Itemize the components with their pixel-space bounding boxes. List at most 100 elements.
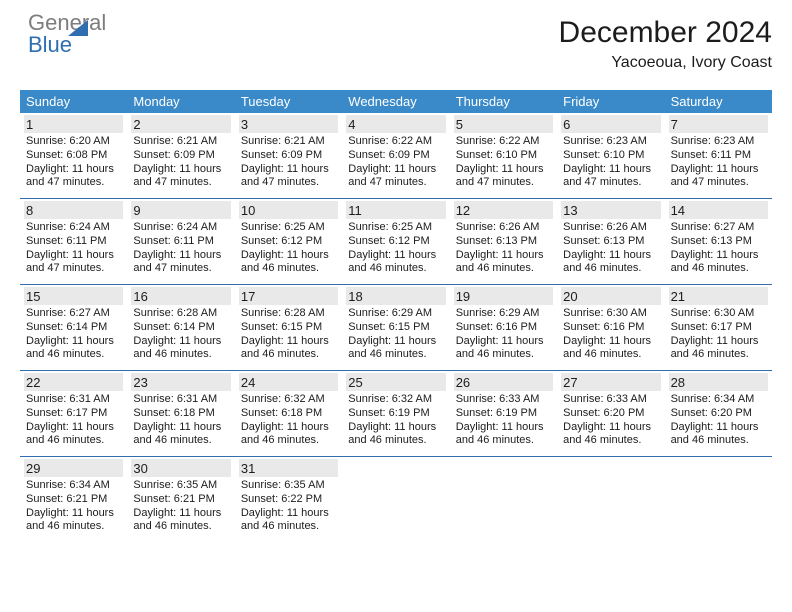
daylight-text: Daylight: 11 hours and 46 minutes. [241, 507, 336, 535]
day-info: Sunrise: 6:26 AMSunset: 6:13 PMDaylight:… [454, 221, 553, 276]
page-title: December 2024 [20, 16, 772, 50]
daylight-text: Daylight: 11 hours and 46 minutes. [241, 335, 336, 363]
day-info: Sunrise: 6:31 AMSunset: 6:17 PMDaylight:… [24, 393, 123, 448]
calendar-week: 1Sunrise: 6:20 AMSunset: 6:08 PMDaylight… [20, 113, 772, 198]
sunset-text: Sunset: 6:20 PM [671, 407, 766, 421]
calendar-day: 9Sunrise: 6:24 AMSunset: 6:11 PMDaylight… [127, 199, 234, 284]
day-number: 29 [24, 459, 123, 477]
calendar-week: 29Sunrise: 6:34 AMSunset: 6:21 PMDayligh… [20, 456, 772, 542]
day-info: Sunrise: 6:28 AMSunset: 6:15 PMDaylight:… [239, 307, 338, 362]
calendar-day: 13Sunrise: 6:26 AMSunset: 6:13 PMDayligh… [557, 199, 664, 284]
day-number: 9 [131, 201, 230, 219]
header: December 2024 Yacoeoua, Ivory Coast [20, 16, 772, 72]
sunrise-text: Sunrise: 6:25 AM [241, 221, 336, 235]
sunrise-text: Sunrise: 6:31 AM [133, 393, 228, 407]
sunrise-text: Sunrise: 6:31 AM [26, 393, 121, 407]
daylight-text: Daylight: 11 hours and 47 minutes. [456, 163, 551, 191]
day-info: Sunrise: 6:25 AMSunset: 6:12 PMDaylight:… [239, 221, 338, 276]
sunset-text: Sunset: 6:13 PM [456, 235, 551, 249]
daylight-text: Daylight: 11 hours and 47 minutes. [348, 163, 443, 191]
calendar-body: 1Sunrise: 6:20 AMSunset: 6:08 PMDaylight… [20, 113, 772, 542]
dow-monday: Monday [127, 90, 234, 113]
daylight-text: Daylight: 11 hours and 46 minutes. [26, 507, 121, 535]
day-number: 19 [454, 287, 553, 305]
day-number [561, 459, 660, 462]
day-number: 11 [346, 201, 445, 219]
day-info: Sunrise: 6:35 AMSunset: 6:21 PMDaylight:… [131, 479, 230, 534]
daylight-text: Daylight: 11 hours and 46 minutes. [671, 421, 766, 449]
daylight-text: Daylight: 11 hours and 46 minutes. [671, 335, 766, 363]
sunrise-text: Sunrise: 6:33 AM [456, 393, 551, 407]
daylight-text: Daylight: 11 hours and 46 minutes. [456, 249, 551, 277]
sunrise-text: Sunrise: 6:25 AM [348, 221, 443, 235]
daylight-text: Daylight: 11 hours and 47 minutes. [133, 249, 228, 277]
sunset-text: Sunset: 6:10 PM [456, 149, 551, 163]
sunset-text: Sunset: 6:21 PM [26, 493, 121, 507]
sunrise-text: Sunrise: 6:35 AM [241, 479, 336, 493]
sunset-text: Sunset: 6:11 PM [671, 149, 766, 163]
daylight-text: Daylight: 11 hours and 47 minutes. [563, 163, 658, 191]
calendar-day: 6Sunrise: 6:23 AMSunset: 6:10 PMDaylight… [557, 113, 664, 198]
day-info: Sunrise: 6:30 AMSunset: 6:17 PMDaylight:… [669, 307, 768, 362]
day-info: Sunrise: 6:33 AMSunset: 6:20 PMDaylight:… [561, 393, 660, 448]
sunrise-text: Sunrise: 6:32 AM [348, 393, 443, 407]
day-number: 31 [239, 459, 338, 477]
daylight-text: Daylight: 11 hours and 46 minutes. [241, 249, 336, 277]
sunrise-text: Sunrise: 6:27 AM [26, 307, 121, 321]
sunset-text: Sunset: 6:09 PM [133, 149, 228, 163]
sunrise-text: Sunrise: 6:22 AM [348, 135, 443, 149]
sunset-text: Sunset: 6:09 PM [348, 149, 443, 163]
calendar-day: 30Sunrise: 6:35 AMSunset: 6:21 PMDayligh… [127, 457, 234, 542]
sunset-text: Sunset: 6:08 PM [26, 149, 121, 163]
day-info: Sunrise: 6:27 AMSunset: 6:13 PMDaylight:… [669, 221, 768, 276]
day-number: 10 [239, 201, 338, 219]
sunset-text: Sunset: 6:11 PM [26, 235, 121, 249]
daylight-text: Daylight: 11 hours and 46 minutes. [133, 335, 228, 363]
calendar-day: 16Sunrise: 6:28 AMSunset: 6:14 PMDayligh… [127, 285, 234, 370]
day-number: 18 [346, 287, 445, 305]
daylight-text: Daylight: 11 hours and 46 minutes. [133, 421, 228, 449]
dow-row: Sunday Monday Tuesday Wednesday Thursday… [20, 90, 772, 113]
dow-friday: Friday [557, 90, 664, 113]
calendar-day: 24Sunrise: 6:32 AMSunset: 6:18 PMDayligh… [235, 371, 342, 456]
calendar-day [557, 457, 664, 542]
day-number: 2 [131, 115, 230, 133]
day-info: Sunrise: 6:22 AMSunset: 6:10 PMDaylight:… [454, 135, 553, 190]
calendar-day: 5 Sunrise: 6:22 AMSunset: 6:10 PMDaylight… [450, 113, 557, 198]
daylight-text: Daylight: 11 hours and 46 minutes. [241, 421, 336, 449]
daylight-text: Daylight: 11 hours and 47 minutes. [671, 163, 766, 191]
calendar-day: 19Sunrise: 6:29 AMSunset: 6:16 PMDayligh… [450, 285, 557, 370]
daylight-text: Daylight: 11 hours and 46 minutes. [671, 249, 766, 277]
calendar-day: 22Sunrise: 6:31 AMSunset: 6:17 PMDayligh… [20, 371, 127, 456]
page: General Blue December 2024 Yacoeoua, Ivo… [0, 0, 792, 612]
sunrise-text: Sunrise: 6:21 AM [133, 135, 228, 149]
daylight-text: Daylight: 11 hours and 46 minutes. [26, 421, 121, 449]
calendar-day: 26Sunrise: 6:33 AMSunset: 6:19 PMDayligh… [450, 371, 557, 456]
calendar-day: 8Sunrise: 6:24 AMSunset: 6:11 PMDaylight… [20, 199, 127, 284]
sunrise-text: Sunrise: 6:28 AM [241, 307, 336, 321]
sunrise-text: Sunrise: 6:29 AM [456, 307, 551, 321]
calendar-week: 15Sunrise: 6:27 AMSunset: 6:14 PMDayligh… [20, 284, 772, 370]
calendar-week: 8Sunrise: 6:24 AMSunset: 6:11 PMDaylight… [20, 198, 772, 284]
brand-logo: General Blue [28, 12, 130, 56]
sunset-text: Sunset: 6:13 PM [563, 235, 658, 249]
sunset-text: Sunset: 6:13 PM [671, 235, 766, 249]
calendar-day: 21Sunrise: 6:30 AMSunset: 6:17 PMDayligh… [665, 285, 772, 370]
sunset-text: Sunset: 6:12 PM [241, 235, 336, 249]
sunset-text: Sunset: 6:16 PM [456, 321, 551, 335]
day-info: Sunrise: 6:25 AMSunset: 6:12 PMDaylight:… [346, 221, 445, 276]
day-info: Sunrise: 6:35 AMSunset: 6:22 PMDaylight:… [239, 479, 338, 534]
day-number [454, 459, 553, 462]
day-number: 5 [454, 115, 553, 133]
sunrise-text: Sunrise: 6:28 AM [133, 307, 228, 321]
day-number [669, 459, 768, 462]
daylight-text: Daylight: 11 hours and 46 minutes. [348, 335, 443, 363]
calendar-week: 22Sunrise: 6:31 AMSunset: 6:17 PMDayligh… [20, 370, 772, 456]
sunset-text: Sunset: 6:20 PM [563, 407, 658, 421]
sunrise-text: Sunrise: 6:23 AM [671, 135, 766, 149]
day-number: 3 [239, 115, 338, 133]
day-info: Sunrise: 6:29 AMSunset: 6:15 PMDaylight:… [346, 307, 445, 362]
sunset-text: Sunset: 6:18 PM [241, 407, 336, 421]
daylight-text: Daylight: 11 hours and 47 minutes. [26, 249, 121, 277]
day-number: 28 [669, 373, 768, 391]
